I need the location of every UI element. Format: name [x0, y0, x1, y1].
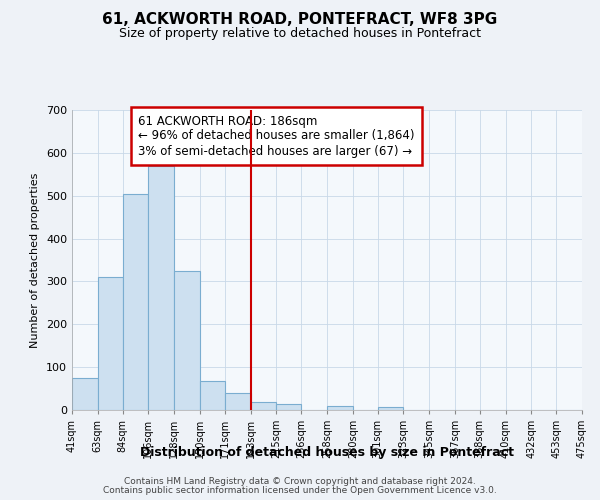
Bar: [225, 393, 251, 410]
Bar: [251, 402, 277, 410]
Bar: [174, 270, 200, 410]
Y-axis label: Number of detached properties: Number of detached properties: [31, 172, 40, 348]
Bar: [200, 382, 225, 410]
Bar: [377, 407, 403, 410]
Bar: [72, 378, 98, 410]
Text: 61, ACKWORTH ROAD, PONTEFRACT, WF8 3PG: 61, ACKWORTH ROAD, PONTEFRACT, WF8 3PG: [103, 12, 497, 28]
Bar: [327, 406, 353, 410]
Text: Contains public sector information licensed under the Open Government Licence v3: Contains public sector information licen…: [103, 486, 497, 495]
Text: Contains HM Land Registry data © Crown copyright and database right 2024.: Contains HM Land Registry data © Crown c…: [124, 477, 476, 486]
Text: 61 ACKWORTH ROAD: 186sqm
← 96% of detached houses are smaller (1,864)
3% of semi: 61 ACKWORTH ROAD: 186sqm ← 96% of detach…: [139, 114, 415, 158]
Bar: [277, 404, 301, 410]
Text: Distribution of detached houses by size in Pontefract: Distribution of detached houses by size …: [140, 446, 514, 459]
Bar: [122, 194, 148, 410]
Bar: [148, 166, 174, 410]
Bar: [98, 277, 122, 410]
Text: Size of property relative to detached houses in Pontefract: Size of property relative to detached ho…: [119, 28, 481, 40]
